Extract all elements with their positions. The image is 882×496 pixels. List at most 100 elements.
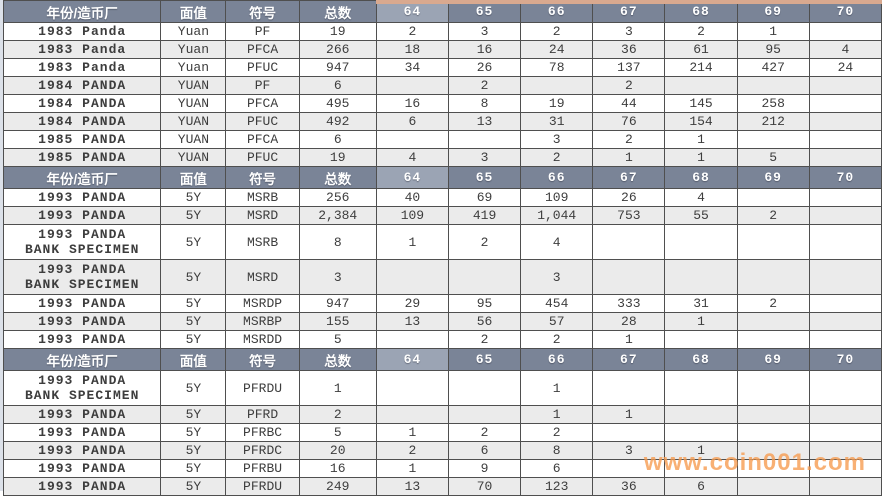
grade-67-cell: 1: [592, 405, 666, 424]
grade-70-cell: [808, 477, 882, 496]
grade-66-cell: 1: [520, 370, 594, 406]
grade-64-cell: [375, 330, 449, 349]
grade-68-cell: 1: [664, 441, 738, 460]
symbol-cell: PFUC: [225, 58, 300, 77]
year-mint-cell: 1985 PANDA: [2, 148, 162, 167]
grade-65-cell: [447, 370, 522, 406]
table-row: 1993 PANDA 5Y PFRDC 20 2 6 8 3 1: [2, 441, 882, 460]
grade-68-cell: [664, 459, 738, 478]
grade-69-cell: 2: [736, 294, 810, 313]
total-cell: 155: [298, 312, 377, 331]
grade-64-cell: 40: [375, 188, 449, 207]
grade-68-cell: [664, 405, 738, 424]
symbol-cell: PFRDU: [225, 477, 300, 496]
total-cell: 1: [298, 370, 377, 406]
year-mint-cell: 1993 PANDA: [2, 294, 162, 313]
symbol-cell: PFRBU: [225, 459, 300, 478]
year-mint-cell: 1985 PANDA: [2, 130, 162, 149]
column-header-total: 总数: [298, 0, 377, 23]
grade-70-cell: [808, 441, 882, 460]
symbol-cell: PFUC: [225, 112, 300, 131]
grade-66-cell: 6: [520, 459, 594, 478]
denomination-cell: 5Y: [160, 459, 227, 478]
year-mint-cell: 1993 PANDA: [2, 441, 162, 460]
grade-66-cell: 2: [520, 22, 594, 41]
grade-67-cell: 36: [592, 40, 666, 59]
column-header-grade-67: 67: [592, 348, 666, 371]
table-row: 1993 PANDA BANK SPECIMEN 5Y PFRDU 1 1: [2, 370, 882, 406]
grade-64-cell: 13: [375, 477, 449, 496]
total-cell: 947: [298, 58, 377, 77]
grade-68-cell: [664, 370, 738, 406]
grade-67-cell: 1: [592, 148, 666, 167]
grade-67-cell: 26: [592, 188, 666, 207]
column-header-grade-66: 66: [520, 166, 594, 189]
grade-66-cell: 123: [520, 477, 594, 496]
symbol-cell: MSRB: [225, 188, 300, 207]
grade-64-cell: [375, 130, 449, 149]
grade-66-cell: 19: [520, 94, 594, 113]
grade-65-cell: 2: [447, 76, 522, 95]
grade-65-cell: [447, 259, 522, 295]
denomination-cell: Yuan: [160, 22, 227, 41]
column-header-grade-65: 65: [447, 348, 522, 371]
grade-65-cell: [447, 405, 522, 424]
grade-68-cell: 1: [664, 312, 738, 331]
grade-69-cell: [736, 405, 810, 424]
grade-69-cell: 427: [736, 58, 810, 77]
year-mint-cell: 1993 PANDA: [2, 312, 162, 331]
total-cell: 947: [298, 294, 377, 313]
grade-66-cell: 1: [520, 405, 594, 424]
grade-68-cell: 4: [664, 188, 738, 207]
table-row: 1993 PANDA BANK SPECIMEN 5Y MSRB 8 1 2 4: [2, 224, 882, 260]
total-cell: 16: [298, 459, 377, 478]
denomination-cell: 5Y: [160, 441, 227, 460]
grade-67-cell: 753: [592, 206, 666, 225]
grade-69-cell: [736, 423, 810, 442]
year-mint-cell: 1993 PANDA: [2, 477, 162, 496]
total-cell: 8: [298, 224, 377, 260]
grade-67-cell: 333: [592, 294, 666, 313]
symbol-cell: PFRBC: [225, 423, 300, 442]
grade-66-cell: 2: [520, 148, 594, 167]
grade-64-cell: 109: [375, 206, 449, 225]
table-row: 1993 PANDA 5Y PFRBU 16 1 9 6: [2, 459, 882, 478]
grade-69-cell: 258: [736, 94, 810, 113]
page-background-strip: [0, 0, 3, 491]
grade-69-cell: [736, 259, 810, 295]
grade-66-cell: 2: [520, 330, 594, 349]
year-mint-cell: 1984 PANDA: [2, 112, 162, 131]
grade-69-cell: [736, 130, 810, 149]
grade-67-cell: 137: [592, 58, 666, 77]
grade-66-cell: 57: [520, 312, 594, 331]
column-header-grade-70: 70: [808, 348, 882, 371]
table-row: 1983 Panda Yuan PFUC 947 34 26 78 137 214 427 24: [2, 58, 882, 77]
table-row: 1984 PANDA YUAN PF 6 2 2: [2, 76, 882, 95]
table-row: 1985 PANDA YUAN PFCA 6 3 2 1: [2, 130, 882, 149]
grade-70-cell: 4: [808, 40, 882, 59]
table-row: 1993 PANDA 5Y PFRDU 249 13 70 123 36 6: [2, 477, 882, 496]
grade-67-cell: 36: [592, 477, 666, 496]
grade-65-cell: 26: [447, 58, 522, 77]
grade-70-cell: 24: [808, 58, 882, 77]
denomination-cell: 5Y: [160, 405, 227, 424]
total-cell: 495: [298, 94, 377, 113]
grade-68-cell: 31: [664, 294, 738, 313]
grade-66-cell: 31: [520, 112, 594, 131]
column-header-grade-68: 68: [664, 348, 738, 371]
grade-67-cell: 3: [592, 441, 666, 460]
grade-64-cell: 34: [375, 58, 449, 77]
grade-68-cell: [664, 224, 738, 260]
total-cell: 20: [298, 441, 377, 460]
table-row: 1993 PANDA BANK SPECIMEN 5Y MSRD 3 3: [2, 259, 882, 295]
grade-66-cell: 454: [520, 294, 594, 313]
year-mint-cell: 1983 Panda: [2, 22, 162, 41]
denomination-cell: 5Y: [160, 188, 227, 207]
column-header-denomination: 面值: [160, 0, 227, 23]
grade-64-cell: 13: [375, 312, 449, 331]
grade-64-cell: [375, 259, 449, 295]
column-header-grade-67: 67: [592, 166, 666, 189]
column-header-grade-65: 65: [447, 166, 522, 189]
symbol-cell: MSRB: [225, 224, 300, 260]
denomination-cell: 5Y: [160, 330, 227, 349]
